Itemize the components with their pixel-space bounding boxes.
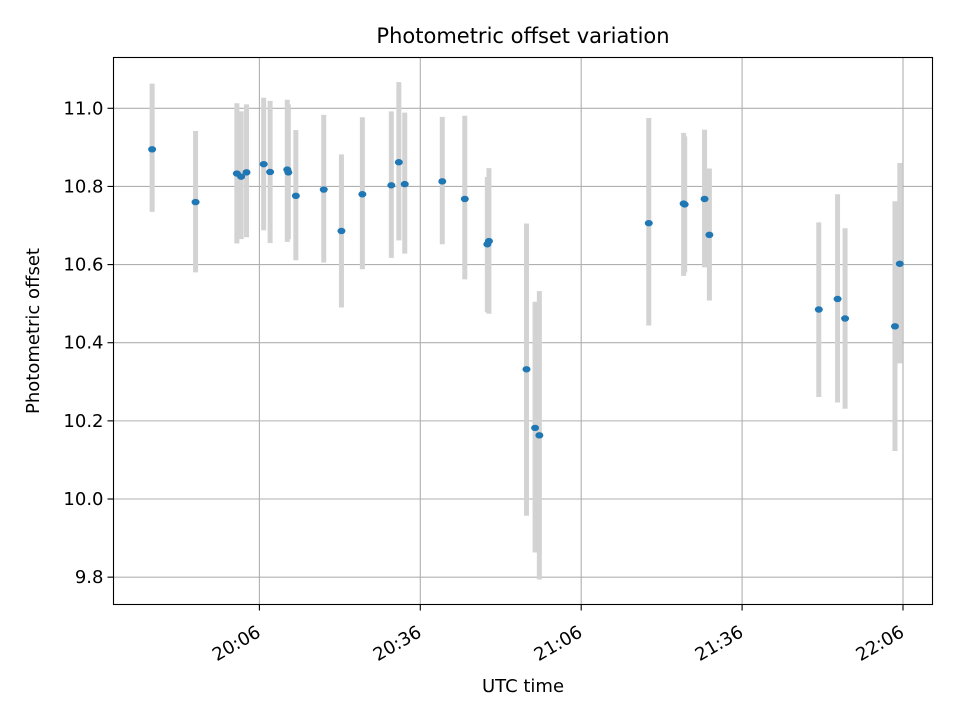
plot-frame bbox=[112, 56, 934, 606]
data-point bbox=[148, 146, 157, 153]
grid bbox=[113, 57, 933, 605]
data-point bbox=[535, 432, 544, 439]
data-point bbox=[400, 180, 409, 188]
data-point bbox=[841, 315, 850, 322]
data-point bbox=[484, 237, 493, 245]
data-point bbox=[705, 231, 714, 239]
data-point bbox=[895, 260, 904, 267]
y-tick-label: 10.2 bbox=[63, 411, 103, 432]
y-tick-label: 10.8 bbox=[63, 176, 103, 197]
data-point bbox=[319, 186, 328, 193]
y-tick-label: 11.0 bbox=[63, 98, 103, 119]
data-point bbox=[291, 192, 300, 200]
data-point bbox=[358, 191, 367, 198]
chart-title: Photometric offset variation bbox=[376, 24, 669, 48]
y-tick-label: 10.4 bbox=[63, 333, 103, 354]
data-point bbox=[700, 195, 709, 203]
x-axis-label: UTC time bbox=[482, 676, 564, 697]
data-point bbox=[890, 323, 899, 330]
data-point bbox=[522, 366, 531, 373]
data-point bbox=[394, 159, 403, 166]
y-tick-label: 10.0 bbox=[63, 489, 103, 510]
data-point bbox=[438, 178, 447, 185]
data-point bbox=[644, 219, 653, 227]
data-point bbox=[531, 424, 540, 432]
data-point bbox=[337, 227, 346, 235]
y-tick-label: 9.8 bbox=[75, 567, 104, 588]
data-point bbox=[191, 198, 200, 206]
data-point bbox=[387, 182, 396, 189]
data-point bbox=[237, 173, 246, 180]
y-axis-label: Photometric offset bbox=[23, 248, 44, 414]
data-point bbox=[814, 306, 823, 313]
data-point bbox=[680, 201, 689, 208]
data-point bbox=[266, 168, 275, 176]
data-point bbox=[242, 169, 251, 176]
y-tick-label: 10.6 bbox=[63, 255, 103, 276]
data-point bbox=[259, 160, 268, 168]
data-point bbox=[833, 295, 842, 303]
data-points bbox=[148, 146, 904, 439]
data-point bbox=[460, 195, 469, 203]
data-point bbox=[284, 169, 293, 176]
